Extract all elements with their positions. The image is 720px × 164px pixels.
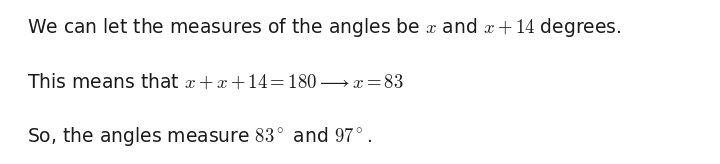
Text: We can let the measures of the angles be $x$ and $x + 14$ degrees.: We can let the measures of the angles be… [27,16,622,39]
Text: This means that $x + x + 14 = 180 \longrightarrow x = 83$: This means that $x + x + 14 = 180 \longr… [27,72,404,92]
Text: So, the angles measure $83^\circ$ and $97^\circ$.: So, the angles measure $83^\circ$ and $9… [27,125,372,148]
